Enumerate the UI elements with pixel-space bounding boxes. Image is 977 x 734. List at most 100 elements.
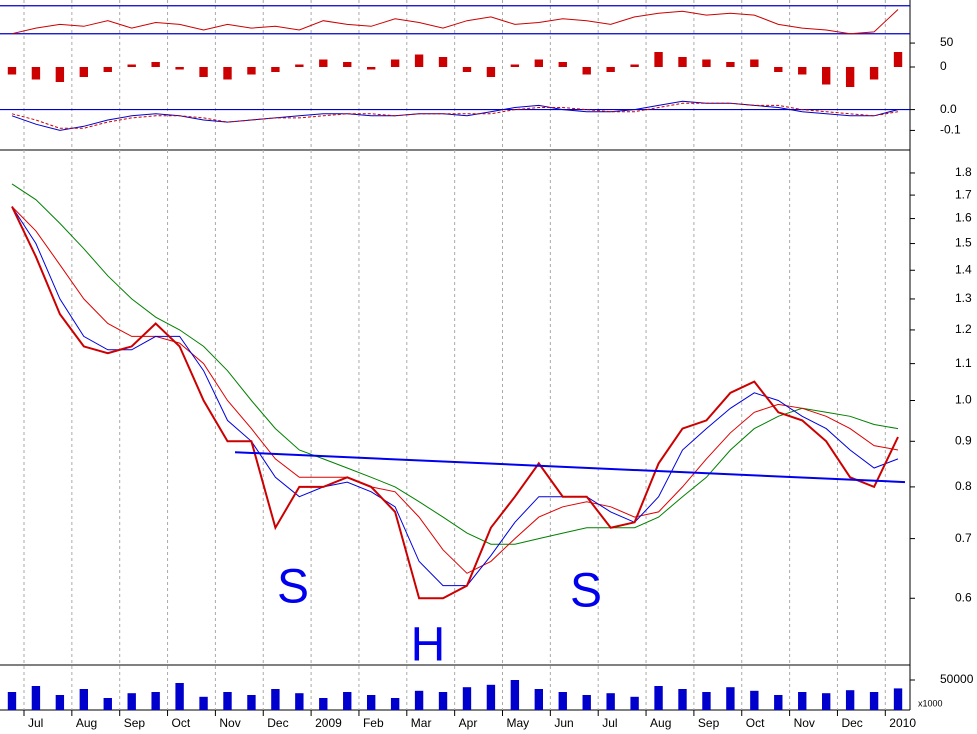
line-series <box>11 206 899 587</box>
x-tick-label: Sep <box>124 716 146 730</box>
y-tick-label: 1.1 <box>955 356 972 370</box>
bar <box>390 698 400 710</box>
bar <box>821 67 831 85</box>
y-tick-label: 1.4 <box>955 262 972 276</box>
y-tick-label: 0.6 <box>955 590 972 604</box>
bar <box>630 696 639 710</box>
unit-label: x1000 <box>918 698 943 708</box>
x-tick-label: Aug <box>650 716 671 730</box>
y-tick-label: 1.6 <box>955 211 972 225</box>
bar <box>582 67 591 75</box>
x-tick-label: Jul <box>602 716 617 730</box>
bar <box>55 695 65 710</box>
pattern-label: H <box>411 619 446 672</box>
bar <box>55 67 65 82</box>
bar <box>79 689 89 710</box>
bar <box>510 64 520 67</box>
bar <box>558 62 567 67</box>
x-tick-label: Sep <box>698 716 720 730</box>
bar <box>271 67 280 72</box>
bar <box>582 695 591 710</box>
bar <box>678 689 687 710</box>
bar <box>678 57 687 67</box>
x-tick-label: Oct <box>172 716 191 730</box>
bar <box>366 67 376 70</box>
bar <box>247 695 256 710</box>
x-tick-label: 2010 <box>889 716 916 730</box>
bar <box>558 692 567 710</box>
bar <box>486 684 496 710</box>
bar <box>702 59 711 67</box>
bar <box>750 59 759 67</box>
line-series <box>11 206 899 574</box>
bar <box>798 692 807 710</box>
bar <box>175 683 184 710</box>
pattern-label: S <box>277 561 309 614</box>
bar <box>151 692 160 710</box>
line-series <box>11 183 899 545</box>
bar <box>127 693 136 710</box>
bar <box>319 59 328 67</box>
bar <box>486 67 496 77</box>
bar <box>175 67 184 70</box>
bar <box>798 67 807 75</box>
bar <box>343 62 352 67</box>
x-tick-label: Jul <box>28 716 43 730</box>
bar <box>271 689 280 710</box>
neckline <box>234 451 906 484</box>
x-tick-label: May <box>507 716 530 730</box>
bar <box>534 689 544 710</box>
bar <box>7 692 17 710</box>
y-tick-label: 1.5 <box>955 236 972 250</box>
bar <box>654 686 663 710</box>
x-tick-label: Dec <box>267 716 288 730</box>
bar <box>726 62 735 67</box>
bar <box>199 696 208 710</box>
line-series <box>11 100 899 131</box>
bar <box>223 692 232 710</box>
bar <box>319 698 328 710</box>
y-tick-label: 0.8 <box>955 479 972 493</box>
bar <box>127 64 136 67</box>
y-tick-label: 50 <box>940 35 954 49</box>
y-tick-label: 1.0 <box>955 393 972 407</box>
x-tick-label: Mar <box>411 716 432 730</box>
x-tick-label: Feb <box>363 716 384 730</box>
x-tick-label: Dec <box>841 716 862 730</box>
bar <box>414 54 424 67</box>
bar <box>151 62 160 67</box>
bar <box>199 67 208 77</box>
bar <box>103 67 112 72</box>
x-tick-label: 2009 <box>315 716 342 730</box>
bar <box>774 67 783 72</box>
x-tick-label: Apr <box>459 716 478 730</box>
bar <box>534 59 544 67</box>
bar <box>414 690 424 710</box>
x-tick-label: Nov <box>219 716 240 730</box>
y-tick-label: 0.0 <box>940 102 957 116</box>
line-series <box>11 102 899 129</box>
x-tick-label: Oct <box>746 716 765 730</box>
y-tick-label: 1.8 <box>955 165 972 179</box>
bar <box>462 687 472 710</box>
bar <box>247 67 256 75</box>
bar <box>845 690 855 710</box>
y-tick-label: -0.1 <box>940 123 961 137</box>
bar <box>79 67 89 77</box>
bar <box>510 680 520 710</box>
bar <box>845 67 855 87</box>
bar <box>893 688 903 710</box>
bar <box>893 52 903 67</box>
bar <box>821 693 831 710</box>
bar <box>438 692 448 710</box>
line-series <box>11 9 899 35</box>
bar <box>726 687 735 710</box>
bar <box>462 67 472 72</box>
y-tick-label: 50000 <box>940 672 974 686</box>
bar <box>869 67 879 80</box>
bar <box>390 59 400 67</box>
x-tick-label: Aug <box>76 716 97 730</box>
x-tick-label: Jun <box>554 716 573 730</box>
